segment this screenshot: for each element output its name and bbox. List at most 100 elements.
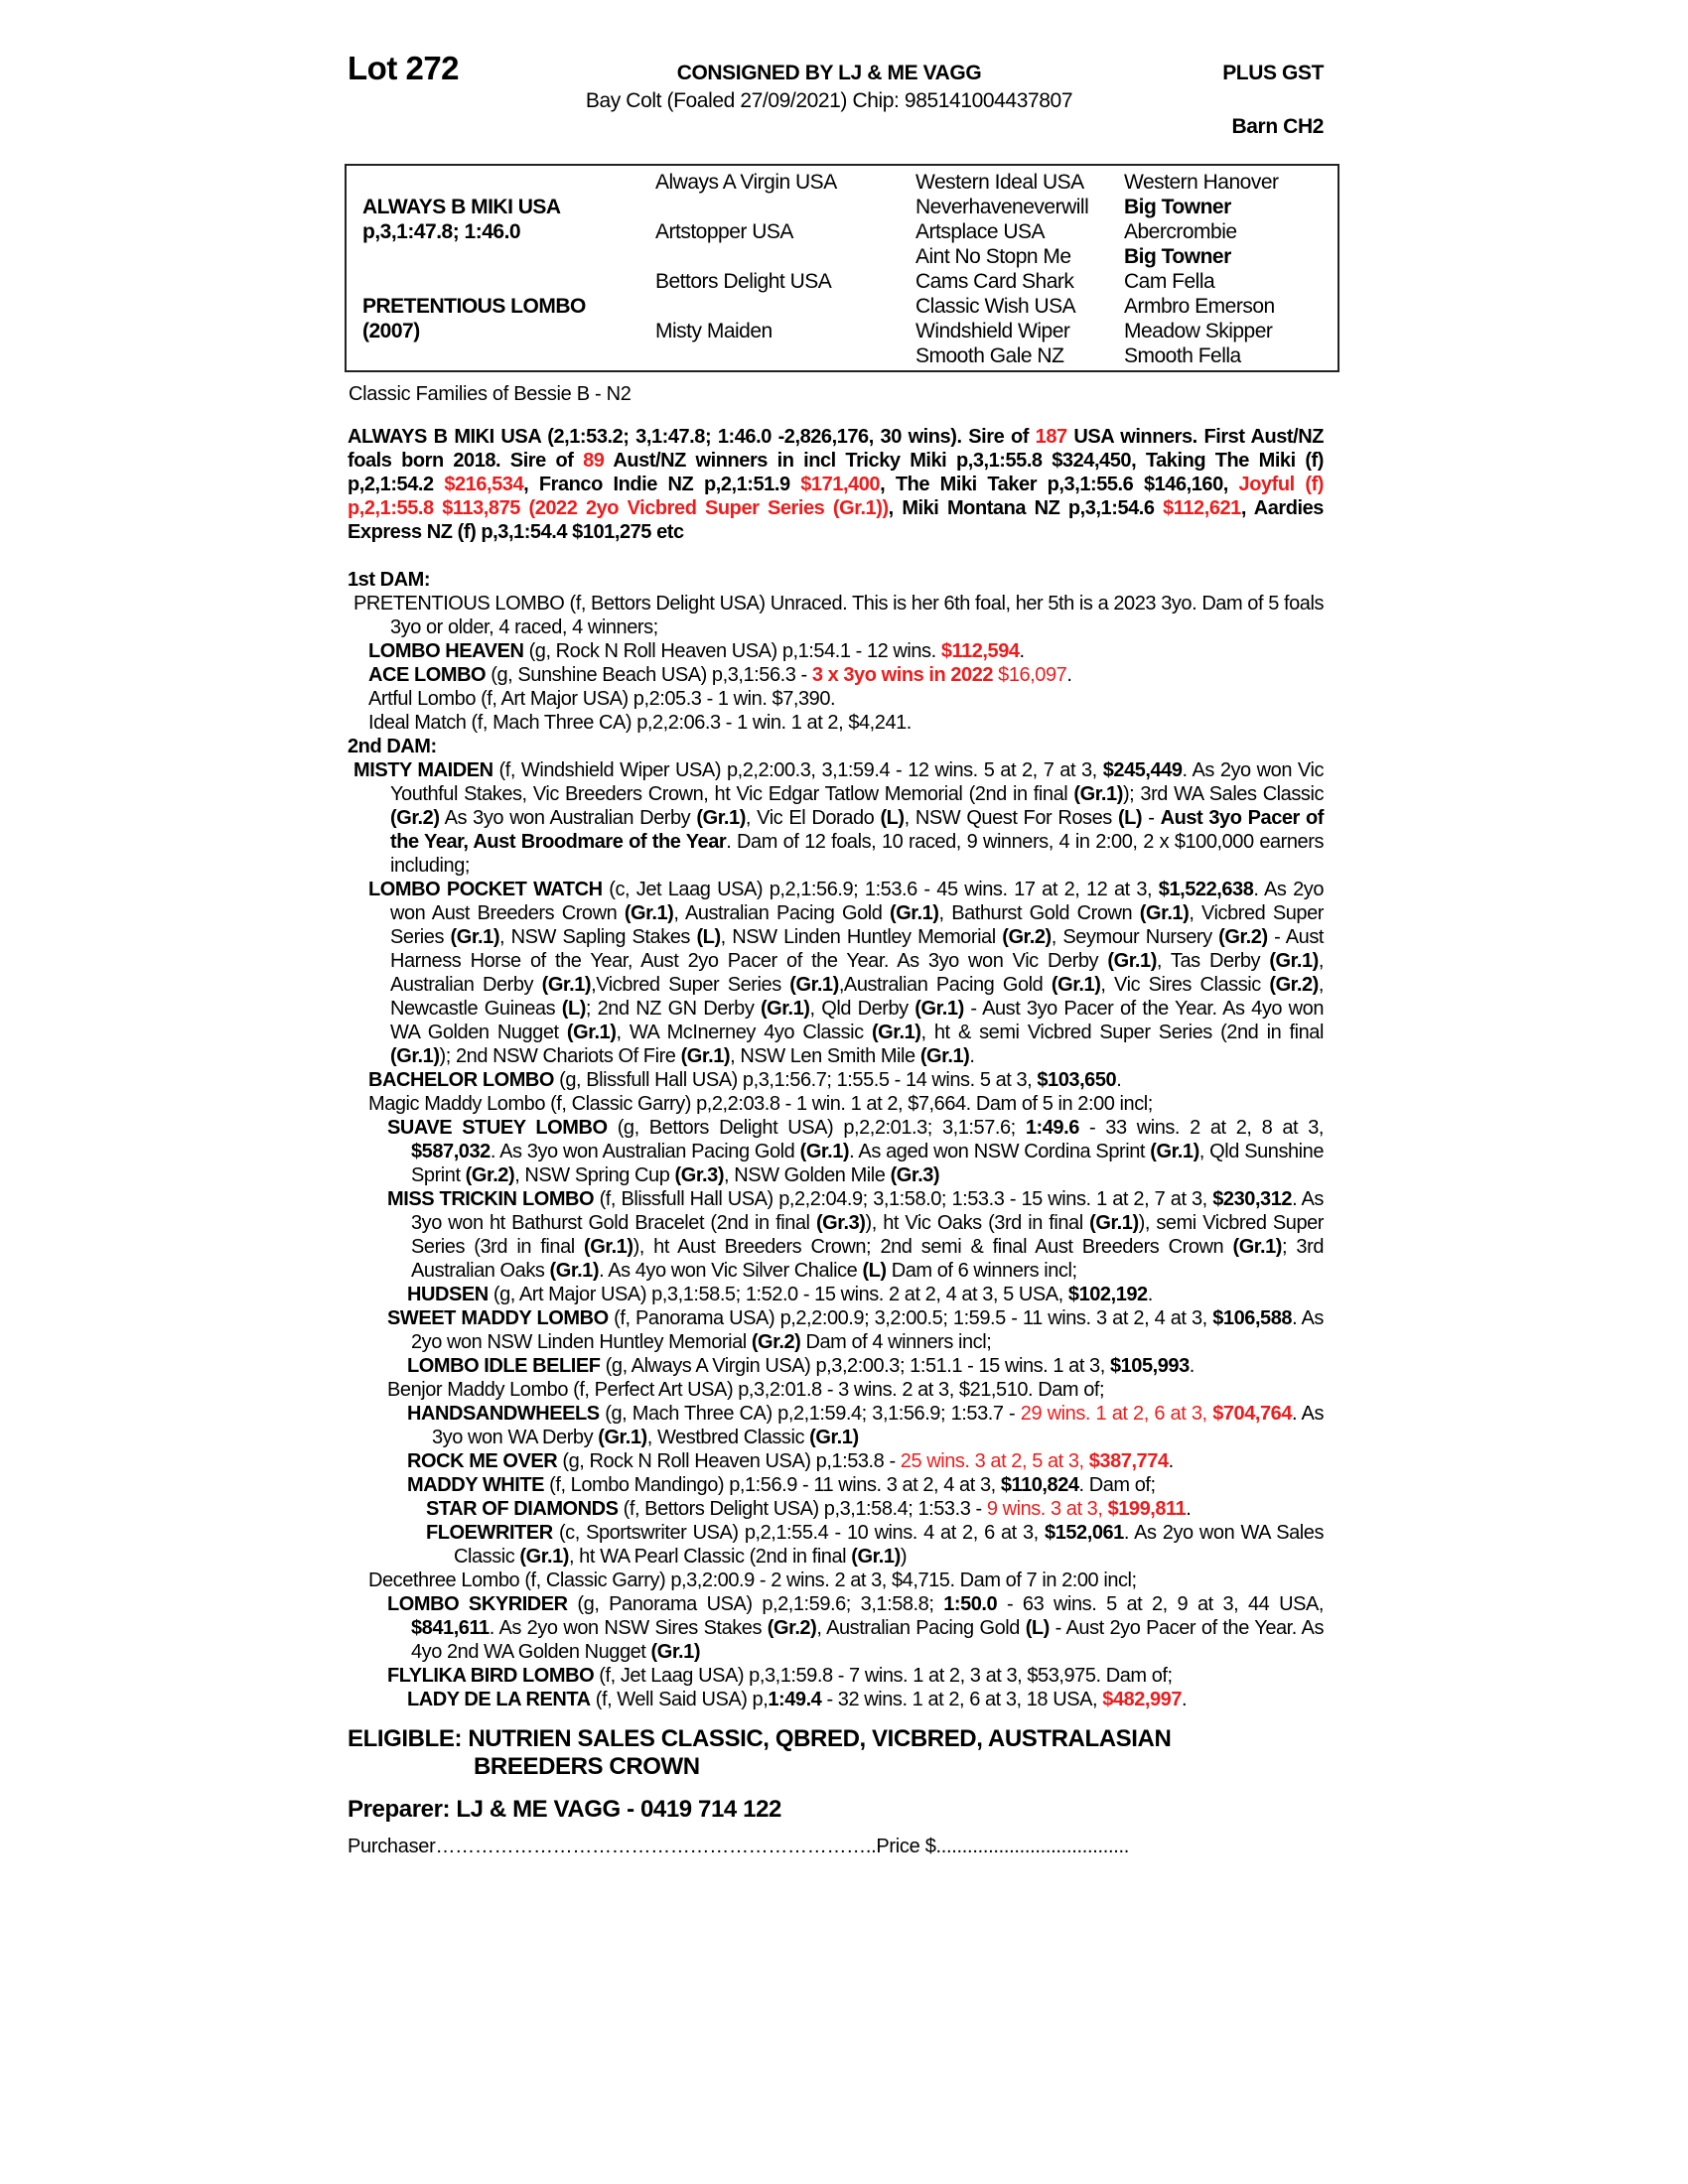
sire-text-segment: , Miki Montana NZ p,3,1:54.6 — [888, 497, 1164, 519]
entry-text-segment: $199,811 — [1107, 1498, 1187, 1520]
entry-text-segment: . — [1189, 1355, 1196, 1377]
ancestor-gen3: Windshield Wiper — [915, 320, 1070, 342]
entry-text-segment: SWEET MADDY LOMBO — [387, 1307, 609, 1329]
entry-text-segment: - 32 wins. 1 at 2, 6 at 3, 18 USA, — [821, 1689, 1103, 1710]
entry-text-segment: (Gr.1) — [851, 1546, 901, 1568]
entry-text-segment: HANDSANDWHEELS — [407, 1403, 600, 1425]
entry-text-segment: (Gr.2) — [1269, 974, 1319, 996]
entry-text-segment: (Gr.1) — [1107, 950, 1157, 972]
entry-text-segment: $387,774 — [1088, 1450, 1169, 1472]
pedigree-entry: STAR OF DIAMONDS (f, Bettors Delight USA… — [426, 1497, 1324, 1521]
entry-text-segment: ; 3rd Australian Oaks — [411, 1236, 1324, 1282]
pedigree-entry: MADDY WHITE (f, Lombo Mandingo) p,1:56.9… — [407, 1473, 1324, 1497]
entry-text-segment: (f, Jet Laag USA) p,3,1:59.8 - 7 wins. 1… — [594, 1665, 1173, 1687]
entry-text-segment: , Seymour Nursery — [1051, 926, 1219, 948]
entry-text-segment: . As 2yo won WA Sales Classic — [454, 1522, 1324, 1568]
entry-text-segment: (Gr.2) — [1002, 926, 1052, 948]
entry-text-segment: LOMBO SKYRIDER — [387, 1593, 568, 1615]
entry-text-segment: (Gr.1) — [598, 1427, 647, 1448]
entry-text-segment: Artful Lombo (f, Art Major USA) p,2:05.3… — [368, 688, 836, 710]
entry-text-segment: , Qld Sunshine Sprint — [411, 1141, 1325, 1186]
entry-text-segment: (Gr.1) — [1089, 1212, 1139, 1234]
pedigree-entry: Ideal Match (f, Mach Three CA) p,2,2:06.… — [368, 711, 1324, 735]
pedigree-entry: ACE LOMBO (g, Sunshine Beach USA) p,3,1:… — [368, 663, 1324, 687]
entry-text-segment: (Gr.1) — [919, 1045, 970, 1067]
lot-number: Lot 272 — [348, 50, 460, 86]
entry-text-segment: LADY DE LA RENTA — [407, 1689, 591, 1710]
entry-text-segment: (c, Sportswriter USA) p,2,1:55.4 - 10 wi… — [552, 1522, 1046, 1544]
sire-text-segment: USA winners. First Aust/NZ foals born 20… — [348, 426, 1325, 472]
section-heading: 1st DAM: — [348, 569, 431, 591]
ancestor-gen3: Aint No Stopn Me — [915, 245, 1071, 268]
entry-text-segment: , WA McInerney 4yo Classic — [616, 1022, 872, 1043]
sire-record: p,3,1:47.8; 1:46.0 — [362, 220, 521, 243]
entry-text-segment: (g, Art Major USA) p,3,1:58.5; 1:52.0 - … — [488, 1284, 1068, 1305]
purchaser-field[interactable]: Purchaser………………………………………………………….. — [348, 1836, 877, 1857]
entry-text-segment: (Gr.1) — [450, 926, 500, 948]
entry-text-segment: , Tas Derby — [1156, 950, 1270, 972]
entry-text-segment: (g, Blissfull Hall USA) p,3,1:56.7; 1:55… — [554, 1069, 1038, 1091]
entry-text-segment: ), ht Vic Oaks (3rd in final — [865, 1212, 1090, 1234]
entry-text-segment: 3 x 3yo wins in 2022 — [811, 664, 994, 686]
entry-text-segment: , NSW Len Smith Mile — [730, 1045, 920, 1067]
entry-text-segment: . As 3yo won Australian Pacing Gold — [490, 1141, 800, 1162]
entry-text-segment: (Gr.2) — [767, 1617, 817, 1639]
entry-text-segment: , Qld Derby — [809, 998, 915, 1020]
entry-text-segment: (Gr.1) — [1051, 974, 1101, 996]
entry-text-segment: . As 2yo won NSW Linden Huntley Memorial — [411, 1307, 1324, 1353]
ancestor-gen4: Big Towner — [1124, 245, 1231, 268]
entry-text-segment: Decethree Lombo (f, Classic Garry) p,3,2… — [368, 1570, 1137, 1591]
entry-text-segment: - 63 wins. 5 at 2, 9 at 3, 44 USA, — [997, 1593, 1325, 1615]
entry-text-segment: (g, Always A Virgin USA) p,3,2:00.3; 1:5… — [600, 1355, 1110, 1377]
entry-text-segment: . As 2yo won Aust Breeders Crown — [390, 879, 1324, 924]
entry-text-segment: . As 4yo won Vic Silver Chalice — [599, 1260, 863, 1282]
entry-text-segment: MADDY WHITE — [407, 1474, 545, 1496]
ancestor-gen3: Artsplace USA — [915, 220, 1046, 243]
sire-text-segment: Aust/NZ winners in incl Tricky Miki p,3,… — [348, 450, 1324, 495]
entry-text-segment: (Gr.1) — [390, 1045, 440, 1067]
entry-text-segment: Dam of 6 winners incl; — [886, 1260, 1077, 1282]
entry-text-segment: (Gr.1) — [696, 807, 746, 829]
entry-text-segment: (Gr.1) — [1139, 902, 1190, 924]
ancestor-gen4: Big Towner — [1124, 196, 1231, 218]
entry-text-segment: $1,522,638 — [1158, 879, 1254, 900]
entry-text-segment: (L) — [696, 926, 721, 948]
entry-text-segment: $841,611 — [411, 1617, 490, 1639]
entry-text-segment: (L) — [880, 807, 905, 829]
entry-text-segment: (L) — [1025, 1617, 1051, 1639]
entry-text-segment: 9 wins. 3 at 3, — [986, 1498, 1108, 1520]
sire-text-segment: , Aardies Express NZ (f) p,3,1:54.4 $101… — [348, 497, 1324, 543]
entry-text-segment: LOMBO IDLE BELIEF — [407, 1355, 601, 1377]
sire-text-segment: $171,400 — [800, 474, 881, 495]
entry-text-segment: $102,192 — [1067, 1284, 1148, 1305]
pedigree-entry: PRETENTIOUS LOMBO (f, Bettors Delight US… — [353, 592, 1324, 639]
entry-text-segment: (Gr.3) — [674, 1164, 725, 1186]
entry-text-segment: $704,764 — [1212, 1403, 1293, 1425]
entry-text-segment: . — [1186, 1498, 1192, 1520]
entry-text-segment: , Bathurst Gold Crown — [938, 902, 1140, 924]
sire-text-segment: , The Miki Taker p,3,1:55.6 $146,160, — [880, 474, 1239, 495]
entry-text-segment: Benjor Maddy Lombo (f, Perfect Art USA) … — [387, 1379, 1105, 1401]
entry-text-segment: As 3yo won Australian Derby — [439, 807, 697, 829]
entry-text-segment: SUAVE STUEY LOMBO — [387, 1117, 608, 1139]
entry-text-segment: $587,032 — [411, 1141, 491, 1162]
ancestor-gen4: Cam Fella — [1124, 270, 1215, 293]
entry-text-segment: (Gr.3) — [815, 1212, 866, 1234]
entry-text-segment: (g, Rock N Roll Heaven USA) p,1:53.8 - — [557, 1450, 901, 1472]
entry-text-segment: $112,594 — [940, 640, 1020, 662]
entry-text-segment: , ht WA Pearl Classic (2nd in final — [568, 1546, 852, 1568]
ancestor-gen4: Western Hanover — [1124, 171, 1279, 194]
horse-description: Bay Colt (Foaled 27/09/2021) Chip: 98514… — [585, 89, 1073, 112]
entry-text-segment: HUDSEN — [407, 1284, 489, 1305]
entry-text-segment: . As 3yo won ht Bathurst Gold Bracelet (… — [411, 1188, 1324, 1234]
entry-text-segment: (Gr.1) — [760, 998, 810, 1020]
entry-text-segment: 1:49.6 — [1025, 1117, 1079, 1139]
sire-text-segment: $216,534 — [444, 474, 524, 495]
pedigree-entry: LOMBO IDLE BELIEF (g, Always A Virgin US… — [407, 1354, 1324, 1378]
price-field[interactable]: Price $.................................… — [876, 1836, 1130, 1857]
entry-text-segment: . As aged won NSW Cordina Sprint — [849, 1141, 1151, 1162]
entry-text-segment: , Australian Pacing Gold — [673, 902, 890, 924]
entry-text-segment: (Gr.1) — [799, 1141, 850, 1162]
entry-text-segment: , Vic Sires Classic — [1100, 974, 1270, 996]
sire-text-segment: , Franco Indie NZ p,2,1:51.9 — [523, 474, 801, 495]
